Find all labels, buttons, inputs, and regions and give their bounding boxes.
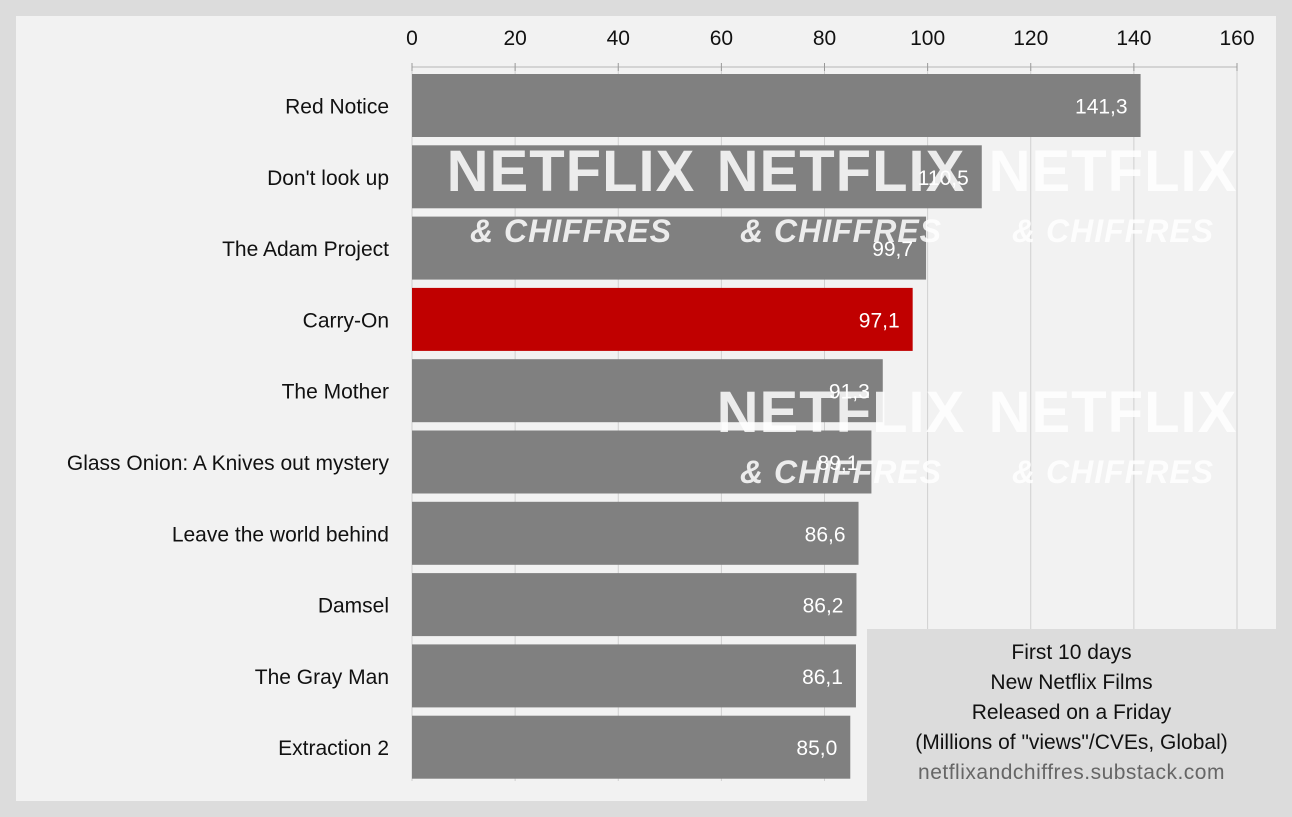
watermark-line1: NETFLIX bbox=[989, 380, 1238, 445]
watermark-line1: NETFLIX bbox=[447, 139, 696, 204]
x-tick-label: 60 bbox=[710, 27, 733, 50]
value-label: 110,5 bbox=[918, 167, 969, 190]
category-label: Extraction 2 bbox=[278, 737, 389, 760]
value-label: 89,1 bbox=[818, 452, 859, 475]
x-tick-label: 160 bbox=[1219, 27, 1254, 50]
x-tick-label: 0 bbox=[406, 27, 418, 50]
category-label: Red Notice bbox=[285, 96, 389, 119]
bar-9 bbox=[412, 644, 856, 708]
watermark-line1: NETFLIX bbox=[717, 380, 966, 445]
bar-8 bbox=[412, 573, 857, 637]
category-label: Leave the world behind bbox=[172, 523, 389, 546]
info-box: First 10 days New Netflix Films Released… bbox=[867, 629, 1276, 801]
value-label: 86,2 bbox=[803, 595, 844, 618]
value-label: 99,7 bbox=[872, 238, 913, 261]
watermark-line1: NETFLIX bbox=[989, 139, 1238, 204]
info-line-units: (Millions of "views"/CVEs, Global) bbox=[915, 731, 1228, 754]
bar-3 bbox=[412, 216, 927, 280]
category-label: Glass Onion: A Knives out mystery bbox=[67, 452, 390, 475]
value-label: 86,1 bbox=[802, 666, 843, 689]
bars-layer bbox=[412, 74, 1141, 779]
x-tick-label: 40 bbox=[607, 27, 630, 50]
category-label: Damsel bbox=[318, 595, 389, 618]
info-line-scope: New Netflix Films bbox=[990, 671, 1153, 694]
bar-10 bbox=[412, 715, 851, 779]
watermark-logo: NETFLIX & CHIFFRES bbox=[989, 139, 1238, 249]
watermark-logo: NETFLIX & CHIFFRES bbox=[447, 139, 696, 249]
info-line-release: Released on a Friday bbox=[971, 701, 1172, 724]
category-label: The Gray Man bbox=[255, 666, 389, 689]
watermark-line2: & CHIFFRES bbox=[1012, 213, 1214, 249]
x-tick-label: 140 bbox=[1116, 27, 1151, 50]
chart-card: NETFLIX & CHIFFRES NETFLIX & CHIFFRES NETFLI… bbox=[16, 16, 1276, 801]
x-tick-label: 120 bbox=[1013, 27, 1048, 50]
watermark-logo: NETFLIX & CHIFFRES bbox=[717, 380, 966, 490]
value-label: 91,3 bbox=[829, 381, 870, 404]
source-link[interactable]: netflixandchiffres.substack.com bbox=[918, 761, 1225, 784]
info-line-period: First 10 days bbox=[1011, 641, 1132, 664]
category-label: Don't look up bbox=[267, 167, 389, 190]
category-label: The Mother bbox=[282, 381, 389, 404]
watermark-logo: NETFLIX & CHIFFRES bbox=[989, 380, 1238, 490]
watermark-line1: NETFLIX bbox=[717, 139, 966, 204]
watermark-line2: & CHIFFRES bbox=[740, 213, 942, 249]
value-label: 141,3 bbox=[1075, 96, 1128, 119]
value-label: 85,0 bbox=[796, 737, 837, 760]
watermark-logo: NETFLIX & CHIFFRES bbox=[717, 139, 966, 249]
x-tick-label: 20 bbox=[503, 27, 526, 50]
bar-5 bbox=[412, 359, 883, 423]
watermark-line2: & CHIFFRES bbox=[740, 454, 942, 490]
category-label: Carry-On bbox=[303, 309, 389, 332]
value-label: 86,6 bbox=[805, 523, 846, 546]
labels-layer: 0 20 40 60 80 100 120 140 160 Red Notice 141,3 Don'… bbox=[67, 27, 1255, 760]
bar-4 bbox=[412, 287, 913, 351]
x-tick-label: 80 bbox=[813, 27, 836, 50]
value-label: 97,1 bbox=[859, 309, 900, 332]
category-label: The Adam Project bbox=[222, 238, 389, 261]
bar-2 bbox=[412, 145, 982, 209]
watermark-line2: & CHIFFRES bbox=[1012, 454, 1214, 490]
watermark-line2: & CHIFFRES bbox=[470, 213, 672, 249]
bar-6 bbox=[412, 430, 872, 494]
bar-7 bbox=[412, 501, 859, 565]
bar-1 bbox=[412, 74, 1141, 137]
x-tick-label: 100 bbox=[910, 27, 945, 50]
